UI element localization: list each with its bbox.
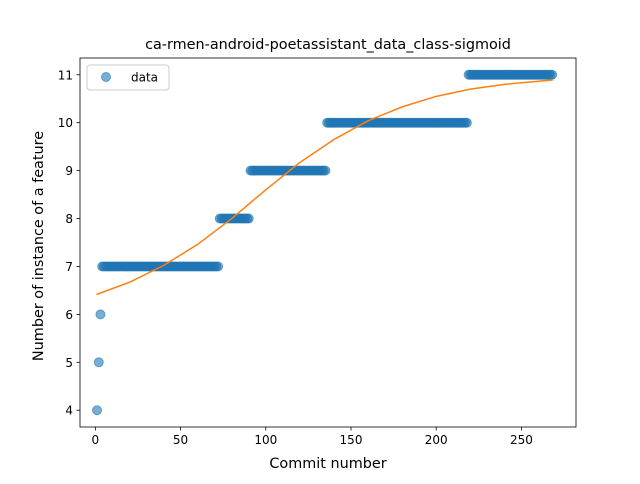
data-point xyxy=(92,405,103,416)
y-tick-label: 4 xyxy=(65,404,73,418)
y-tick-label: 11 xyxy=(58,68,73,82)
x-tick-label: 150 xyxy=(340,433,363,447)
y-tick-label: 8 xyxy=(65,212,73,226)
data-point xyxy=(320,165,331,176)
y-tick-label: 9 xyxy=(65,164,73,178)
data-point xyxy=(93,357,104,368)
axes-frame xyxy=(79,57,577,428)
data-point xyxy=(213,261,224,272)
legend: data xyxy=(86,64,170,91)
y-axis-label: Number of instance of a feature xyxy=(31,131,47,361)
chart-title: ca-rmen-android-poetassistant_data_class… xyxy=(145,37,511,53)
fit-line xyxy=(96,79,553,296)
y-tick-label: 6 xyxy=(65,308,73,322)
y-tick-label: 10 xyxy=(58,116,73,130)
data-point xyxy=(243,213,254,224)
x-tick-label: 200 xyxy=(425,433,448,447)
legend-label-data: data xyxy=(131,71,158,85)
plot-area xyxy=(92,69,558,416)
x-tick-label: 50 xyxy=(173,433,188,447)
x-tick-label: 250 xyxy=(510,433,533,447)
data-point xyxy=(461,117,472,128)
x-axis-label: Commit number xyxy=(269,456,386,472)
axes: 0 50 100 150 200 250 4 5 6 7 8 9 10 11 xyxy=(58,57,577,447)
data-point xyxy=(547,69,558,80)
legend-frame xyxy=(86,64,170,91)
x-tick-label: 0 xyxy=(92,433,100,447)
x-tick-label: 100 xyxy=(254,433,277,447)
y-tick-label: 7 xyxy=(65,260,73,274)
legend-marker-data xyxy=(101,72,111,82)
data-point xyxy=(95,309,106,320)
y-tick-label: 5 xyxy=(65,356,73,370)
